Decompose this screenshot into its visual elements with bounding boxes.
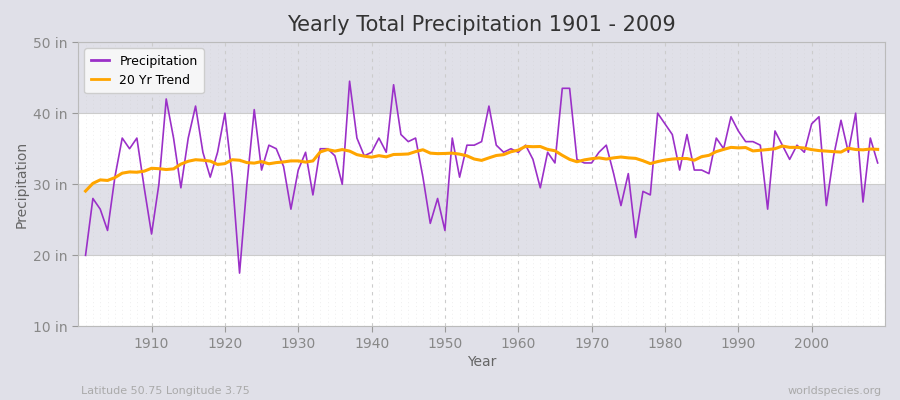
20 Yr Trend: [513, 148, 524, 152]
Precipitation: [616, 203, 626, 208]
Bar: [78, 113, 885, 184]
Legend: Precipitation, 20 Yr Trend: Precipitation, 20 Yr Trend: [85, 48, 204, 93]
Bar: [78, 184, 885, 255]
Precipitation: [139, 186, 149, 190]
20 Yr Trend: [506, 149, 517, 154]
Line: Precipitation: Precipitation: [86, 81, 878, 273]
Precipitation: [308, 192, 319, 197]
20 Yr Trend: [872, 147, 883, 152]
Precipitation: [344, 79, 355, 84]
20 Yr Trend: [80, 189, 91, 194]
Precipitation: [80, 253, 91, 258]
20 Yr Trend: [601, 157, 612, 162]
Text: Latitude 50.75 Longitude 3.75: Latitude 50.75 Longitude 3.75: [81, 386, 250, 396]
20 Yr Trend: [777, 144, 788, 148]
Line: 20 Yr Trend: 20 Yr Trend: [86, 146, 878, 191]
20 Yr Trend: [344, 149, 355, 154]
Precipitation: [527, 157, 538, 162]
Title: Yearly Total Precipitation 1901 - 2009: Yearly Total Precipitation 1901 - 2009: [287, 15, 676, 35]
Bar: [78, 255, 885, 326]
Precipitation: [359, 154, 370, 158]
Precipitation: [520, 143, 531, 148]
20 Yr Trend: [301, 160, 311, 164]
Bar: [78, 42, 885, 113]
Y-axis label: Precipitation: Precipitation: [15, 141, 29, 228]
Precipitation: [234, 271, 245, 276]
X-axis label: Year: Year: [467, 355, 496, 369]
Text: worldspecies.org: worldspecies.org: [788, 386, 882, 396]
Precipitation: [872, 160, 883, 165]
20 Yr Trend: [139, 169, 149, 174]
